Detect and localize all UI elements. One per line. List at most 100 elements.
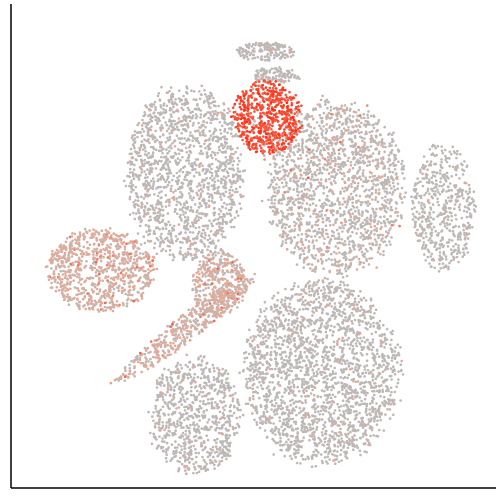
scatter-point bbox=[143, 170, 146, 173]
scatter-point bbox=[376, 167, 379, 170]
scatter-point bbox=[351, 221, 354, 224]
scatter-point bbox=[212, 132, 215, 135]
scatter-point bbox=[340, 437, 343, 440]
scatter-point bbox=[264, 73, 267, 76]
scatter-point bbox=[174, 139, 177, 142]
scatter-point bbox=[150, 164, 153, 167]
scatter-point bbox=[466, 211, 469, 214]
scatter-point bbox=[130, 163, 133, 166]
scatter-point bbox=[288, 226, 291, 229]
scatter-point bbox=[205, 95, 208, 98]
scatter-point bbox=[232, 153, 235, 156]
scatter-point bbox=[392, 221, 395, 224]
scatter-point bbox=[443, 217, 446, 220]
scatter-point bbox=[105, 270, 108, 273]
scatter-point bbox=[198, 126, 201, 129]
scatter-point bbox=[256, 363, 259, 366]
scatter-point bbox=[263, 395, 266, 398]
scatter-point bbox=[215, 158, 218, 161]
scatter-point bbox=[457, 247, 460, 250]
scatter-point bbox=[160, 145, 163, 148]
scatter-point bbox=[272, 310, 275, 313]
scatter-point bbox=[347, 132, 350, 135]
scatter-point bbox=[207, 192, 210, 195]
scatter-point bbox=[222, 162, 225, 165]
scatter-point bbox=[345, 259, 348, 262]
scatter-point bbox=[230, 226, 233, 229]
scatter-point bbox=[95, 271, 98, 274]
scatter-point bbox=[167, 212, 170, 215]
scatter-point bbox=[190, 206, 193, 209]
scatter-point bbox=[300, 183, 303, 186]
scatter-point bbox=[306, 113, 309, 116]
scatter-point bbox=[94, 286, 97, 289]
scatter-point bbox=[419, 180, 422, 183]
scatter-point bbox=[270, 196, 273, 199]
scatter-point bbox=[394, 391, 397, 394]
scatter-point bbox=[445, 265, 448, 268]
scatter-point bbox=[275, 402, 278, 405]
scatter-point bbox=[359, 223, 362, 226]
scatter-point bbox=[435, 172, 438, 175]
scatter-point bbox=[258, 381, 261, 384]
scatter-point bbox=[143, 130, 146, 133]
scatter-point bbox=[264, 59, 267, 62]
scatter-point bbox=[466, 216, 469, 219]
scatter-point bbox=[231, 199, 234, 202]
scatter-point bbox=[421, 173, 424, 176]
scatter-point bbox=[210, 102, 213, 105]
scatter-point bbox=[443, 251, 446, 254]
scatter-point bbox=[232, 174, 235, 177]
scatter-point bbox=[199, 203, 202, 206]
scatter-point bbox=[315, 254, 318, 257]
scatter-point bbox=[425, 192, 428, 195]
scatter-point bbox=[381, 138, 384, 141]
scatter-point bbox=[217, 252, 220, 255]
scatter-point bbox=[222, 136, 225, 139]
scatter-point bbox=[232, 164, 235, 167]
scatter-point bbox=[436, 198, 439, 201]
scatter-point bbox=[335, 218, 338, 221]
scatter-point bbox=[387, 198, 390, 201]
scatter-point bbox=[198, 331, 201, 334]
scatter-point bbox=[162, 116, 165, 119]
scatter-point bbox=[218, 208, 221, 211]
scatter-point bbox=[342, 214, 345, 217]
scatter-point bbox=[381, 237, 384, 240]
scatter-point bbox=[318, 199, 321, 202]
scatter-point bbox=[130, 299, 133, 302]
scatter-point bbox=[436, 183, 439, 186]
scatter-point bbox=[180, 124, 183, 127]
scatter-point bbox=[281, 182, 284, 185]
scatter-point bbox=[451, 175, 454, 178]
scatter-point bbox=[309, 215, 312, 218]
scatter-point bbox=[229, 159, 232, 162]
scatter-point bbox=[350, 161, 353, 164]
scatter-point bbox=[130, 152, 133, 155]
scatter-point bbox=[110, 260, 113, 263]
scatter-point bbox=[210, 251, 213, 254]
scatter-point bbox=[160, 196, 163, 199]
scatter-point bbox=[226, 142, 229, 145]
scatter-point bbox=[349, 138, 352, 141]
scatter-point bbox=[337, 163, 340, 166]
scatter-point bbox=[348, 240, 351, 243]
scatter-point bbox=[157, 195, 160, 198]
scatter-point bbox=[91, 266, 94, 269]
scatter-point bbox=[401, 201, 404, 204]
scatter-point bbox=[146, 106, 149, 109]
scatter-point bbox=[145, 173, 148, 176]
scatter-point bbox=[431, 228, 434, 231]
scatter-point bbox=[197, 233, 200, 236]
scatter-point bbox=[450, 199, 453, 202]
scatter-point bbox=[382, 167, 385, 170]
scatter-point bbox=[194, 203, 197, 206]
scatter-point bbox=[419, 171, 422, 174]
scatter-point bbox=[449, 223, 452, 226]
scatter-point bbox=[204, 234, 207, 237]
scatter-point bbox=[318, 125, 321, 128]
scatter-point bbox=[166, 325, 169, 328]
scatter-point bbox=[259, 327, 262, 330]
scatter-point bbox=[153, 180, 156, 183]
scatter-point bbox=[434, 194, 437, 197]
